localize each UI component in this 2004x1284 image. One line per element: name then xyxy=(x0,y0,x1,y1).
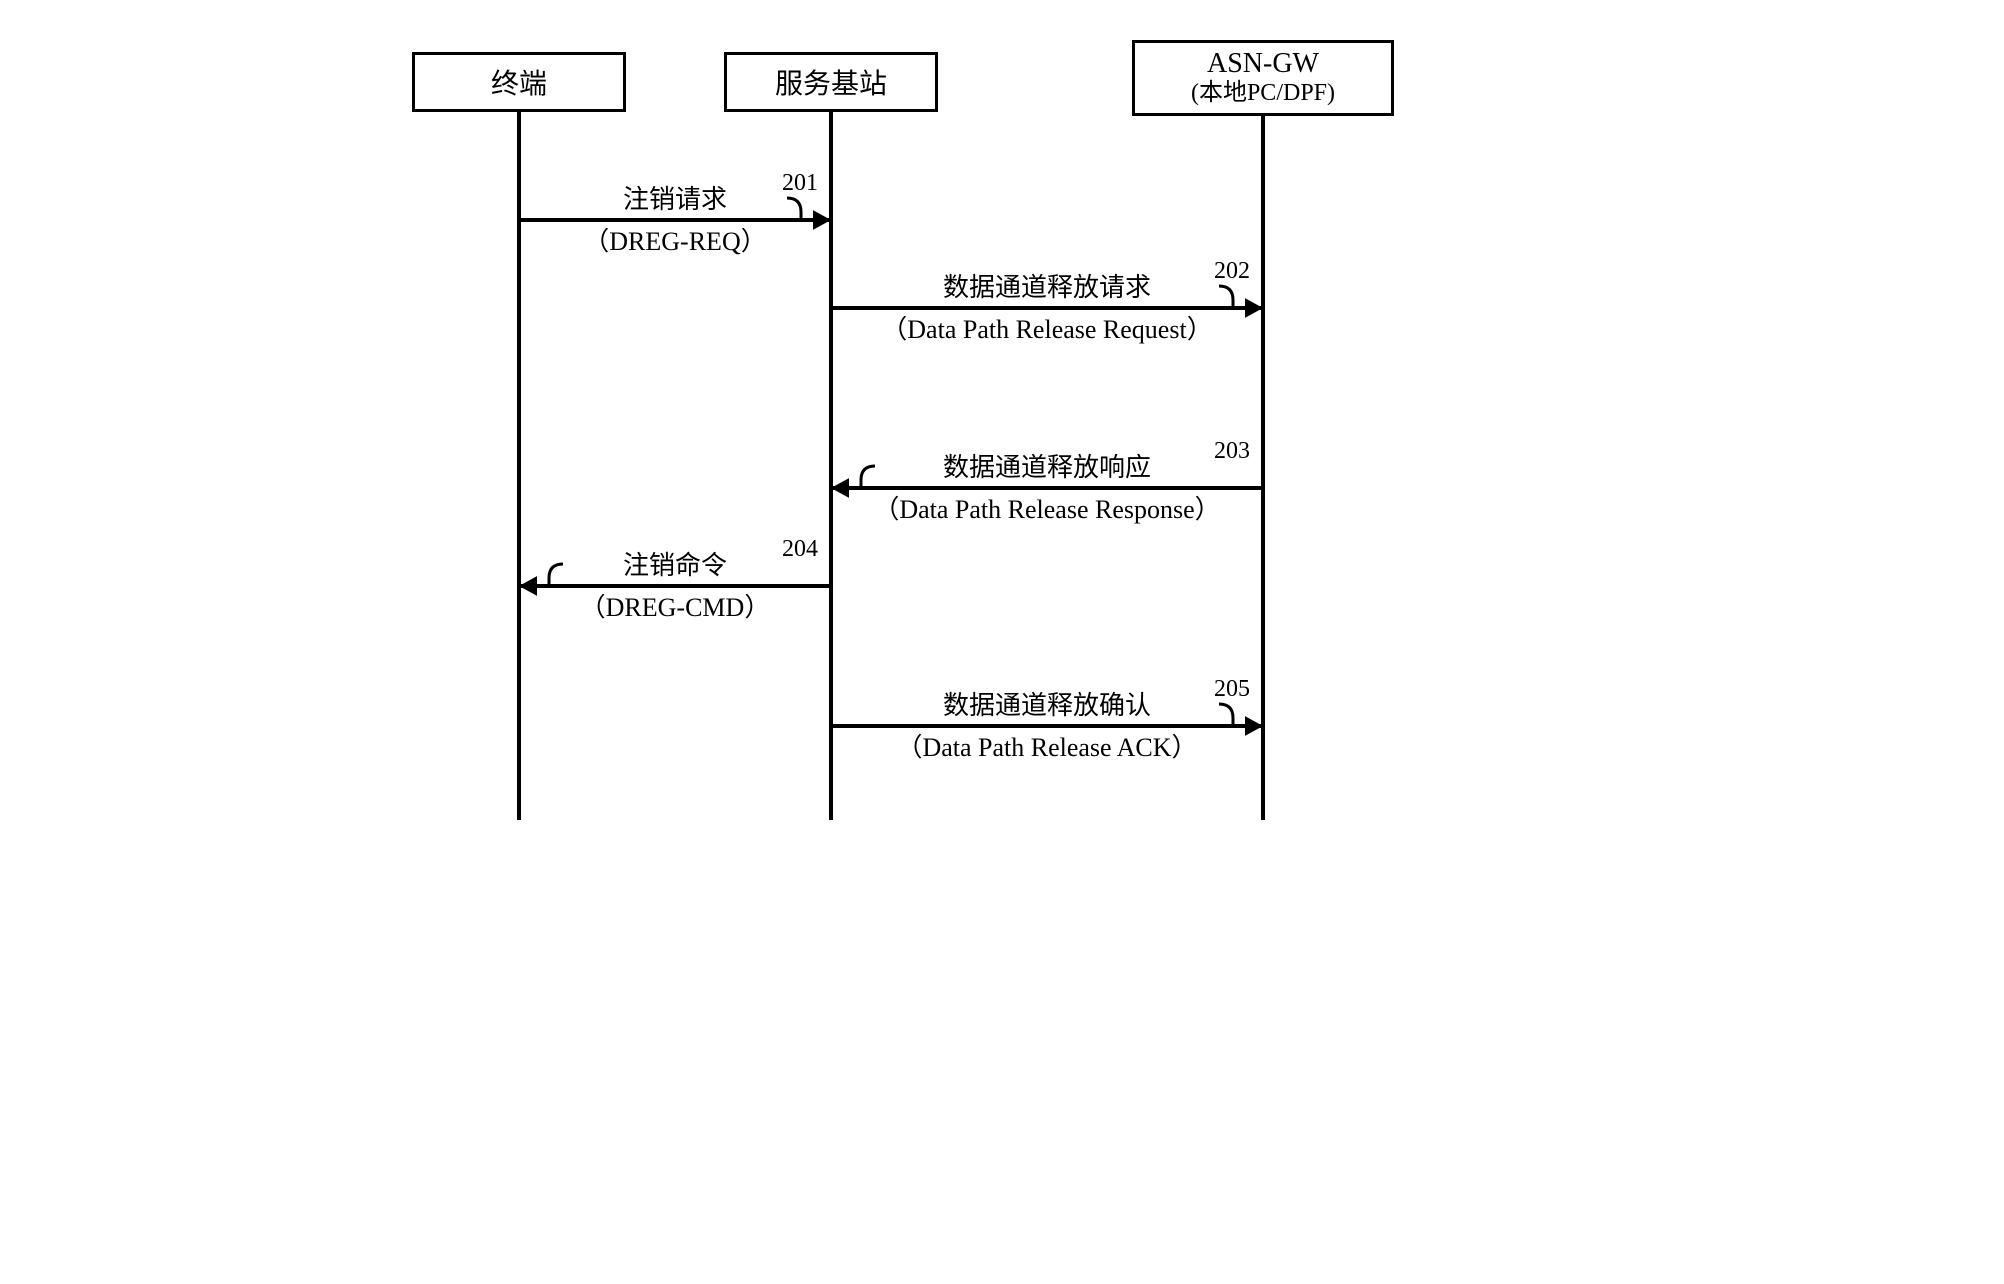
lifeline-terminal xyxy=(517,112,521,820)
sequence-diagram: 终端服务基站ASN-GW(本地PC/DPF)注销请求（DREG-REQ）201数… xyxy=(334,0,1670,856)
participant-bs: 服务基站 xyxy=(724,52,938,112)
participant-label: ASN-GW xyxy=(1207,48,1319,80)
message-sub-201: （DREG-REQ） xyxy=(519,226,831,259)
message-title-203: 数据通道释放响应 xyxy=(831,452,1263,485)
arrows-layer xyxy=(334,0,1670,856)
participant-label: 服务基站 xyxy=(775,62,887,102)
participant-sublabel: (本地PC/DPF) xyxy=(1191,80,1335,108)
message-sub-203: （Data Path Release Response） xyxy=(831,494,1263,527)
step-number-205: 205 xyxy=(1214,676,1250,703)
step-number-202: 202 xyxy=(1214,258,1250,285)
participant-asngw: ASN-GW(本地PC/DPF) xyxy=(1132,40,1394,116)
message-sub-205: （Data Path Release ACK） xyxy=(831,732,1263,765)
step-number-204: 204 xyxy=(782,536,818,563)
step-number-201: 201 xyxy=(782,170,818,197)
participant-label: 终端 xyxy=(491,62,547,102)
participant-terminal: 终端 xyxy=(412,52,626,112)
message-sub-204: （DREG-CMD） xyxy=(519,592,831,625)
step-number-203: 203 xyxy=(1214,438,1250,465)
message-sub-202: （Data Path Release Request） xyxy=(831,314,1263,347)
message-title-205: 数据通道释放确认 xyxy=(831,690,1263,723)
message-title-202: 数据通道释放请求 xyxy=(831,272,1263,305)
